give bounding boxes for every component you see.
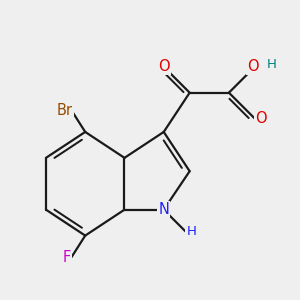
Text: H: H xyxy=(186,225,196,238)
Text: Br: Br xyxy=(56,103,72,118)
Text: N: N xyxy=(158,202,169,217)
Text: O: O xyxy=(158,59,170,74)
Text: O: O xyxy=(255,111,266,126)
Text: O: O xyxy=(247,59,259,74)
Text: H: H xyxy=(266,58,276,71)
Text: F: F xyxy=(63,250,71,265)
